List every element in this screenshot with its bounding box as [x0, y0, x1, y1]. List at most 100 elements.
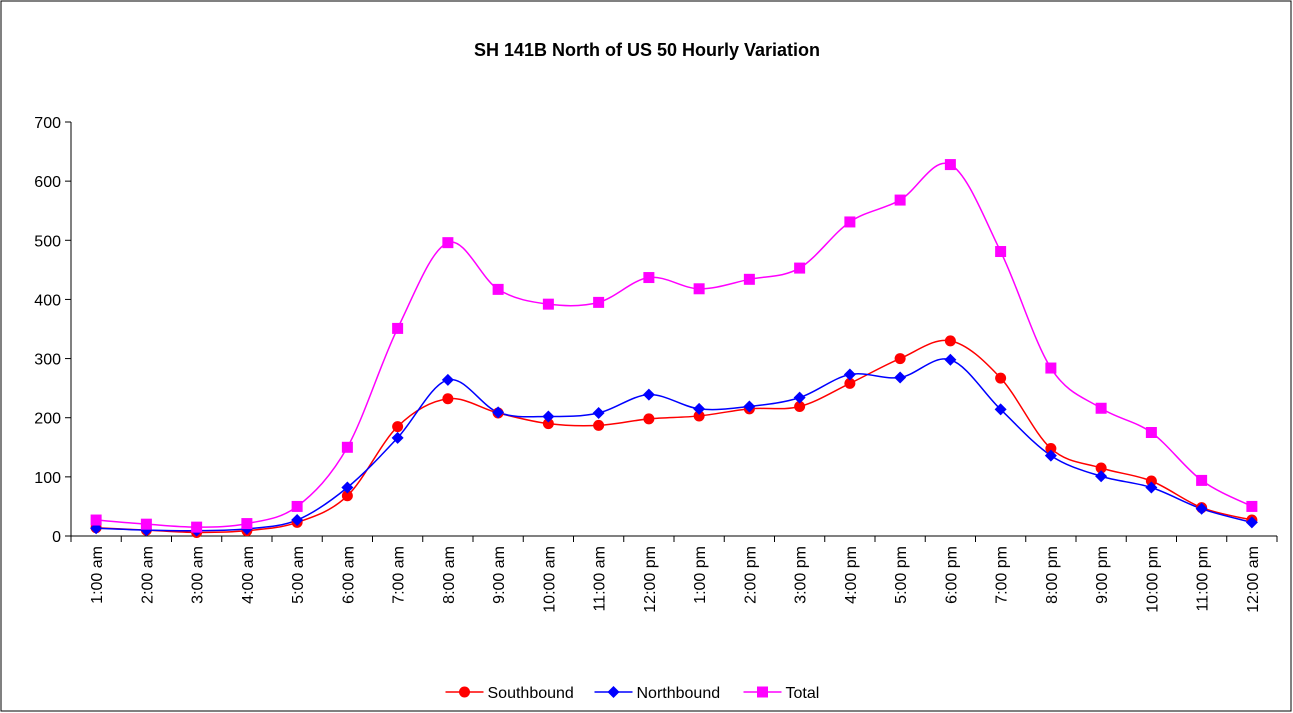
marker	[1095, 470, 1108, 483]
marker	[593, 419, 605, 431]
y-tick-label: 400	[34, 292, 61, 309]
y-tick-label: 500	[34, 233, 61, 250]
marker	[1145, 475, 1157, 487]
marker	[1246, 500, 1258, 512]
marker	[1045, 362, 1057, 374]
marker	[1245, 516, 1258, 529]
marker	[944, 335, 956, 347]
x-tick-label: 4:00 pm	[843, 546, 860, 604]
marker	[844, 216, 856, 228]
marker	[894, 371, 907, 384]
marker	[844, 377, 856, 389]
marker	[1195, 502, 1208, 515]
x-tick-label: 3:00 am	[190, 546, 207, 604]
y-tick-label: 700	[34, 115, 61, 132]
marker	[995, 246, 1007, 258]
marker	[592, 406, 605, 419]
marker	[492, 406, 505, 419]
marker	[743, 400, 756, 413]
x-tick-label: 1:00 pm	[692, 546, 709, 604]
marker	[643, 413, 655, 425]
x-tick-label: 6:00 am	[340, 546, 357, 604]
marker	[944, 159, 956, 171]
x-tick-label: 2:00 pm	[742, 546, 759, 604]
marker	[642, 388, 655, 401]
marker	[1095, 462, 1107, 474]
x-tick-label: 9:00 pm	[1094, 546, 1111, 604]
marker	[1145, 481, 1158, 494]
marker	[291, 514, 304, 527]
legend-label: Total	[786, 685, 820, 702]
marker	[441, 373, 454, 386]
x-tick-label: 5:00 am	[290, 546, 307, 604]
marker	[995, 372, 1007, 384]
x-tick-label: 11:00 pm	[1195, 546, 1212, 612]
marker	[1095, 402, 1107, 414]
marker	[894, 194, 906, 206]
marker	[693, 283, 705, 295]
x-tick-label: 9:00 am	[491, 546, 508, 604]
y-tick-label: 100	[34, 470, 61, 487]
x-tick-label: 10:00 pm	[1144, 546, 1161, 613]
marker	[341, 490, 353, 502]
marker	[542, 298, 554, 310]
marker	[794, 400, 806, 412]
marker	[392, 421, 404, 433]
x-tick-label: 6:00 pm	[943, 546, 960, 604]
marker	[607, 686, 620, 698]
marker	[241, 518, 253, 530]
x-tick-label: 1:00 am	[89, 546, 106, 604]
marker	[341, 481, 354, 494]
legend-label: Southbound	[488, 685, 574, 702]
marker	[593, 296, 605, 308]
y-tick-label: 0	[52, 529, 61, 546]
marker	[291, 500, 303, 512]
marker	[1196, 474, 1208, 486]
x-tick-label: 8:00 pm	[1044, 546, 1061, 604]
x-tick-label: 8:00 am	[441, 546, 458, 604]
marker	[140, 518, 152, 530]
marker	[341, 441, 353, 453]
x-tick-label: 3:00 pm	[793, 546, 810, 604]
marker	[392, 322, 404, 334]
marker	[1044, 449, 1057, 462]
x-tick-label: 5:00 pm	[893, 546, 910, 604]
x-tick-label: 11:00 am	[592, 546, 609, 612]
marker	[693, 402, 706, 415]
marker	[442, 393, 454, 405]
marker	[894, 353, 906, 365]
marker	[743, 273, 755, 285]
marker	[191, 521, 203, 533]
y-tick-label: 300	[34, 352, 61, 369]
marker	[757, 686, 768, 698]
marker	[793, 391, 806, 404]
x-tick-label: 7:00 pm	[994, 546, 1011, 604]
marker	[1045, 442, 1057, 454]
marker	[542, 418, 554, 430]
x-tick-label: 12:00 am	[1245, 546, 1262, 613]
x-tick-label: 12:00 pm	[642, 546, 659, 613]
marker	[693, 410, 705, 422]
marker	[391, 431, 404, 444]
marker	[994, 403, 1007, 416]
marker	[1145, 427, 1157, 438]
x-tick-label: 4:00 am	[240, 546, 257, 604]
chart-title: SH 141B North of US 50 Hourly Variation	[474, 40, 820, 60]
marker	[542, 410, 555, 423]
x-tick-label: 7:00 am	[391, 546, 408, 604]
marker	[794, 262, 806, 274]
y-tick-label: 200	[34, 411, 61, 428]
y-tick-label: 600	[34, 174, 61, 191]
marker	[944, 353, 957, 366]
marker	[643, 272, 655, 284]
marker	[459, 686, 470, 698]
x-tick-label: 2:00 am	[139, 546, 156, 604]
marker	[492, 283, 504, 295]
marker	[90, 514, 102, 526]
marker	[843, 368, 856, 381]
marker	[442, 237, 454, 249]
x-tick-label: 10:00 am	[541, 546, 558, 613]
legend-label: Northbound	[637, 685, 721, 702]
